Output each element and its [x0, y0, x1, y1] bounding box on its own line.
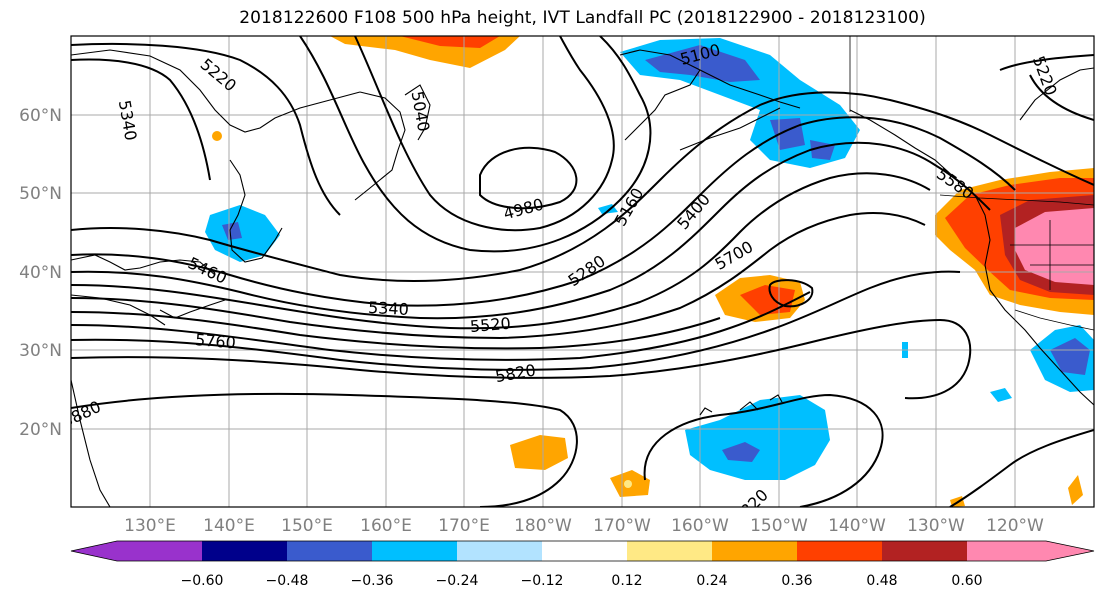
ivt-positive-region	[1015, 208, 1094, 285]
lat-label: 20°N	[19, 420, 62, 440]
lon-label: 160°E	[360, 516, 412, 536]
lon-label: 160°W	[671, 516, 729, 536]
ivt-negative-region	[722, 442, 760, 462]
colorbar-bin	[882, 541, 968, 561]
ivt-negative-region	[222, 222, 242, 240]
contour-label: 5760	[194, 330, 236, 352]
graticule	[71, 36, 1094, 507]
colorbar-over-extension	[1046, 541, 1094, 561]
colorbar-bin	[712, 541, 798, 561]
contour-label: 5520	[469, 314, 511, 336]
ivt-negative-region	[685, 395, 830, 480]
figure-title: 2018122600 F108 500 hPa height, IVT Land…	[239, 8, 926, 28]
ivt-positive-region	[510, 435, 568, 470]
colorbar-tick-label: 0.60	[951, 573, 982, 589]
colorbar-bin	[457, 541, 543, 561]
ivt-negative-region	[645, 45, 760, 82]
ivt-negative-region	[205, 205, 280, 262]
ivt-positive-region	[624, 480, 632, 488]
lon-label: 180°W	[514, 516, 572, 536]
lat-label: 40°N	[19, 263, 62, 283]
ivt-negative-region	[990, 388, 1012, 402]
colorbar-bin	[797, 541, 883, 561]
colorbar-tick-label: −0.12	[521, 573, 564, 589]
political-borders	[849, 36, 1094, 331]
colorbar-tick-label: −0.60	[181, 573, 224, 589]
ivt-positive-region	[400, 36, 500, 48]
colorbar-under-extension	[71, 541, 118, 561]
colorbar-bin	[542, 541, 628, 561]
lon-label: 130°W	[907, 516, 965, 536]
colorbar-bin	[117, 541, 203, 561]
lat-label: 30°N	[19, 341, 62, 361]
lon-label: 140°E	[203, 516, 255, 536]
ivt-negative-region	[1050, 338, 1090, 375]
colorbar-bin	[202, 541, 288, 561]
map-frame	[70, 35, 1095, 508]
lat-label: 60°N	[19, 106, 62, 126]
colorbar-bin	[967, 541, 1047, 561]
colorbar-tick-label: 0.36	[781, 573, 812, 589]
longitude-labels: 130°E 140°E 150°E 160°E 170°E 180°W 170°…	[124, 516, 1044, 536]
lat-label: 50°N	[19, 184, 62, 204]
lon-label: 120°W	[986, 516, 1044, 536]
colorbar-tick-label: 0.24	[696, 573, 727, 589]
lon-label: 150°W	[750, 516, 808, 536]
lon-label: 170°E	[438, 516, 490, 536]
colorbar-bin	[287, 541, 373, 561]
coastlines	[71, 49, 1094, 507]
ivt-positive-region	[1068, 475, 1083, 505]
lon-label: 130°E	[124, 516, 176, 536]
colorbar-tick-label: −0.36	[351, 573, 394, 589]
height-contours	[71, 36, 1094, 507]
colorbar: −0.60 −0.48 −0.36 −0.24 −0.12 0.12 0.24 …	[70, 540, 1095, 589]
colorbar-tick-label: 0.12	[611, 573, 642, 589]
lon-label: 150°E	[281, 516, 333, 536]
lon-label: 170°W	[593, 516, 651, 536]
colorbar-tick-label: −0.48	[266, 573, 309, 589]
colorbar-bin	[372, 541, 458, 561]
lon-label: 140°W	[828, 516, 886, 536]
colorbar-tick-label: 0.48	[866, 573, 897, 589]
colorbar-bin	[627, 541, 713, 561]
latitude-labels: 20°N 30°N 40°N 50°N 60°N	[19, 106, 62, 440]
colorbar-outline	[70, 540, 1095, 562]
contour-label: 5340	[368, 298, 410, 319]
ivt-positive-region	[212, 131, 222, 141]
colorbar-tick-label: −0.24	[436, 573, 479, 589]
